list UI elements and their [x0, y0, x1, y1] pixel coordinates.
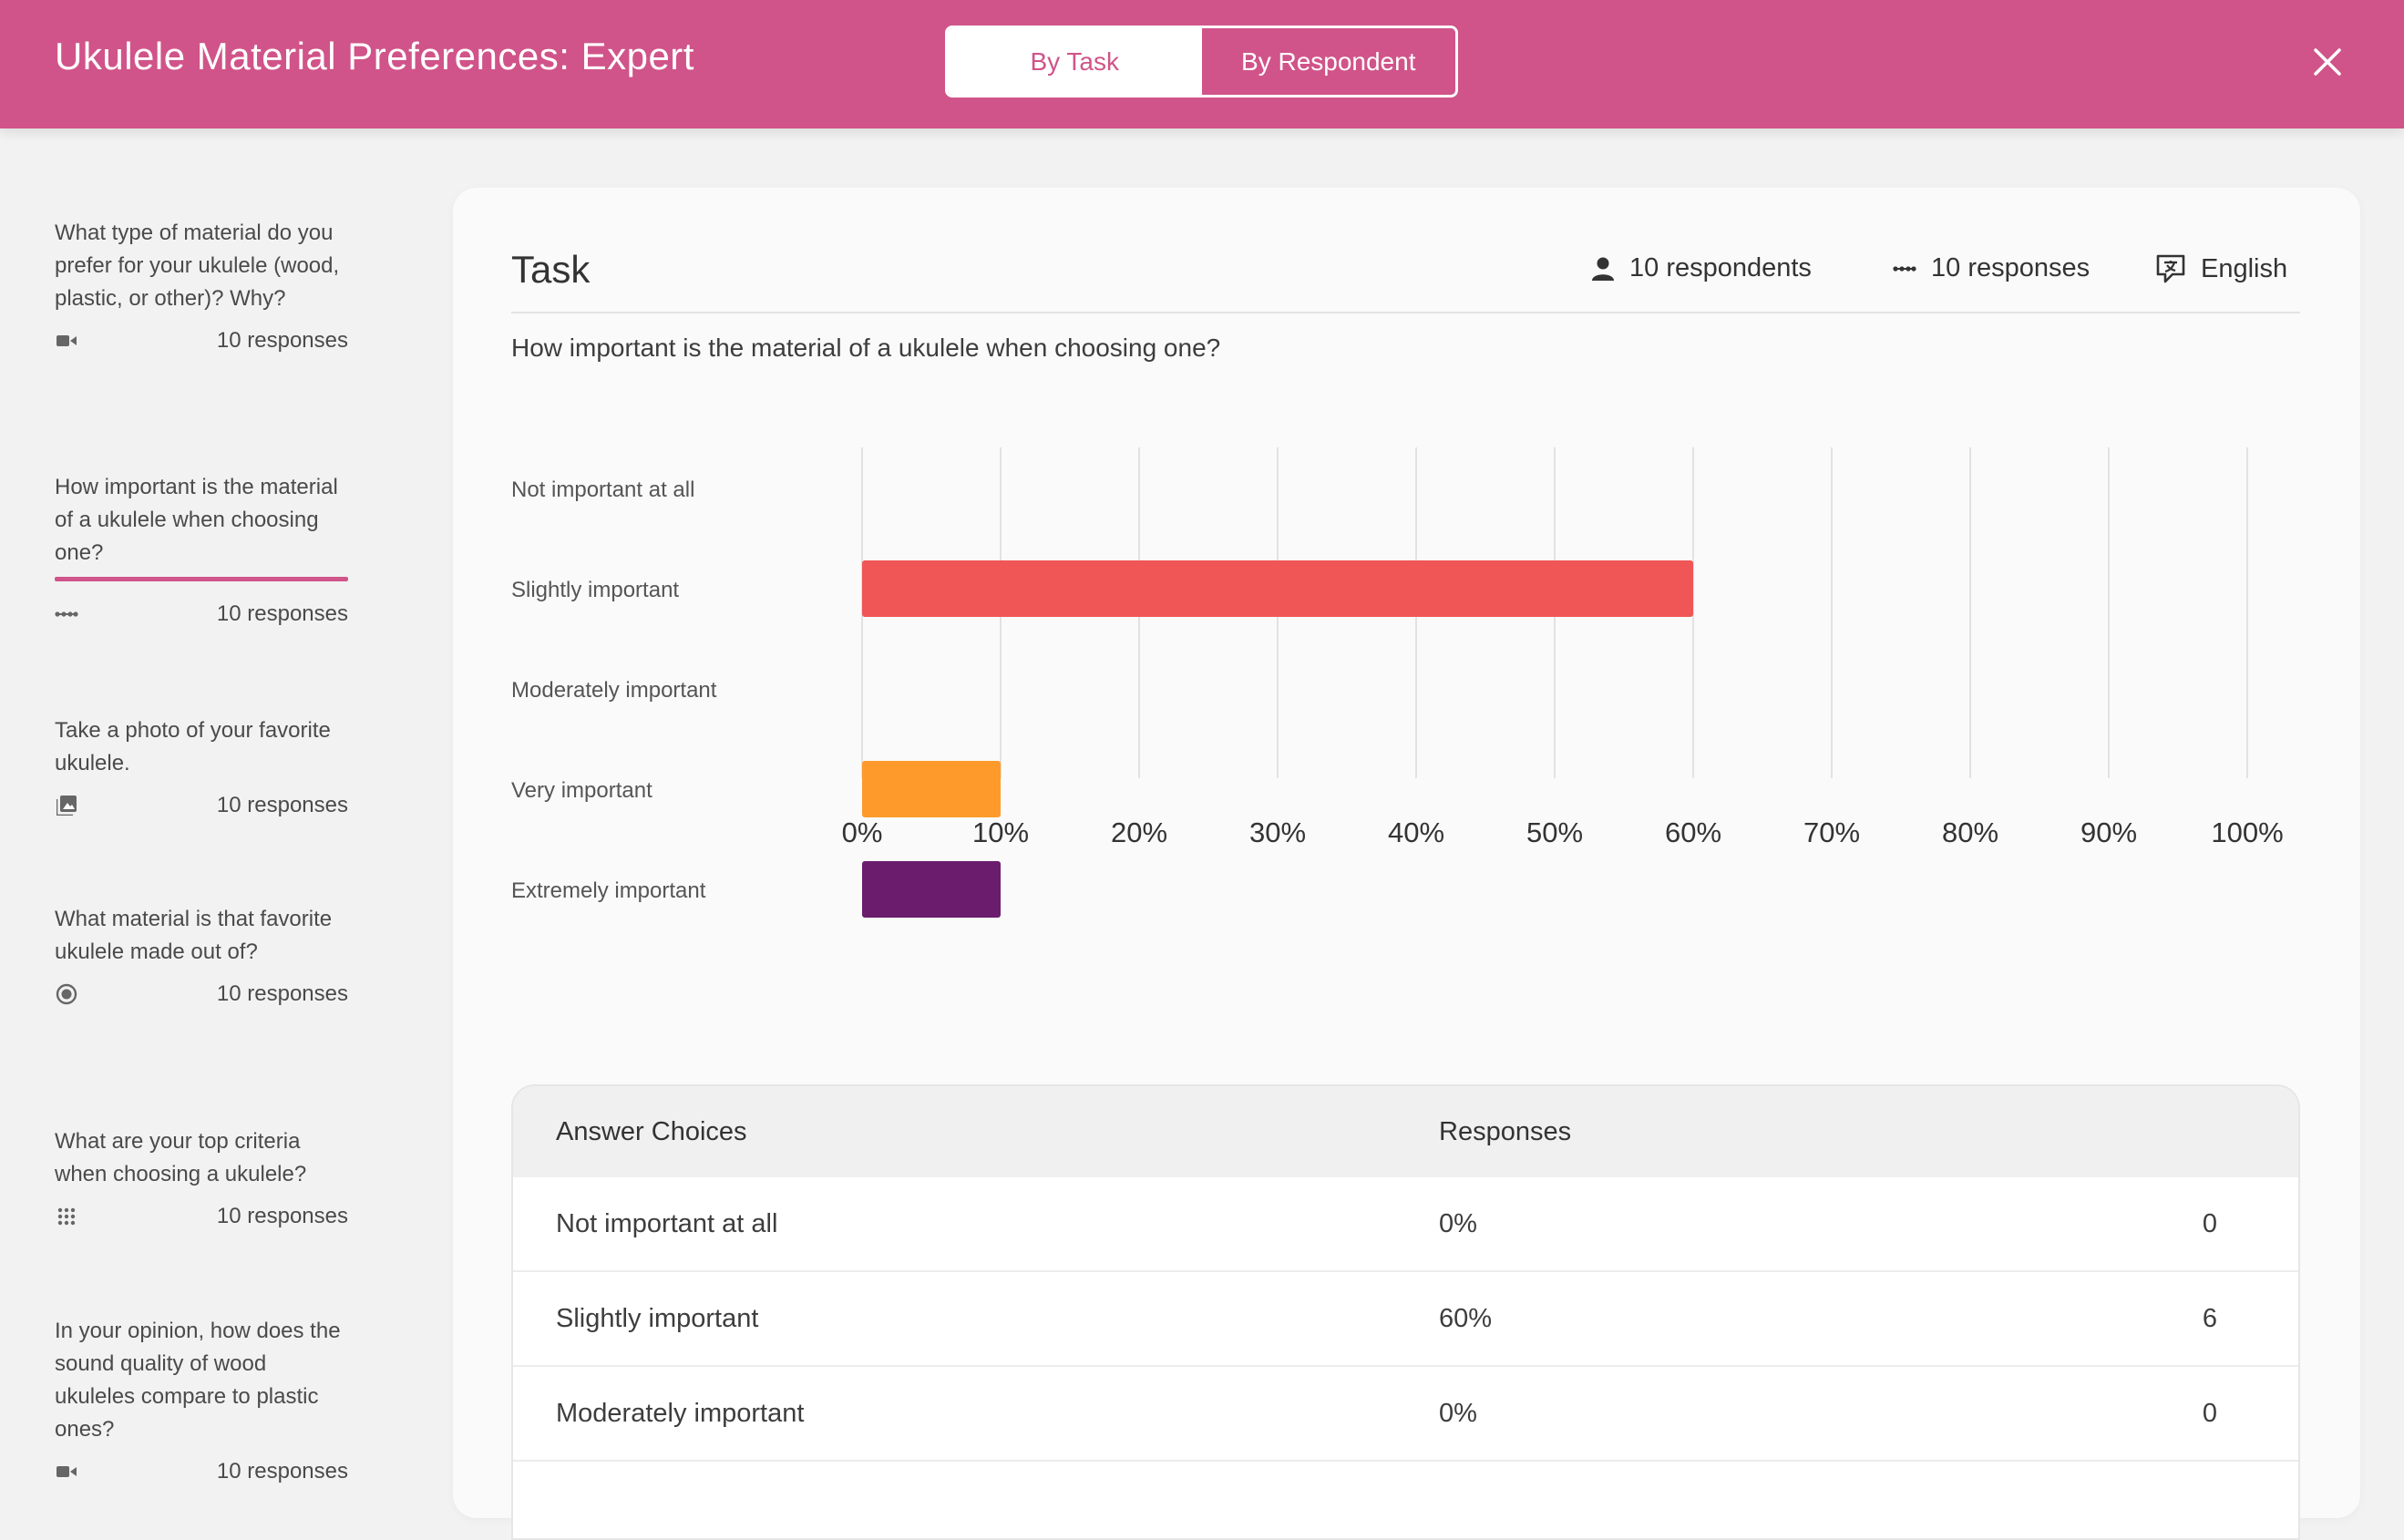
task-response-count: 10 responses [216, 328, 348, 353]
view-toggle: By Task By Respondent [945, 26, 1458, 98]
radio-icon [55, 982, 78, 1006]
category-label: Not important at all [511, 477, 694, 502]
table-row: Not important at all 0% 0 [513, 1177, 2298, 1272]
page-title: Ukulele Material Preferences: Expert [55, 35, 694, 77]
task-response-count: 10 responses [216, 1459, 348, 1484]
task-card: Task 10 respondents 10 responses English… [453, 188, 2360, 1540]
task-response-count: 10 responses [216, 1204, 348, 1228]
x-tick-label: 40% [1388, 816, 1444, 848]
x-tick-label: 30% [1249, 816, 1306, 848]
language-label: English [2201, 253, 2288, 283]
respondents-stat: 10 respondents [1591, 253, 1812, 283]
bar-slightly-important[interactable] [862, 560, 1693, 617]
sidebar-task-item-selected[interactable]: How important is the material of a ukule… [55, 471, 348, 627]
x-tick-label: 20% [1111, 816, 1167, 848]
category-label: Extremely important [511, 878, 706, 903]
task-response-count: 10 responses [216, 601, 348, 626]
header-responses: Responses [1439, 1116, 1572, 1146]
chart-svg: 0% 10% 20% 30% 40% 50% 60% 70% 80% 90% 100% Not imp… [511, 447, 2284, 918]
answer-choice: Moderately important [556, 1398, 805, 1428]
selected-indicator [55, 577, 348, 581]
language-selector[interactable]: English [2155, 253, 2287, 284]
respondents-count: 10 respondents [1629, 253, 1812, 282]
x-tick-label: 10% [972, 816, 1029, 848]
answer-choice: Not important at all [556, 1208, 778, 1238]
sidebar-task-item[interactable]: Take a photo of your favorite ukulele. 1… [55, 714, 348, 818]
scale-dots-icon [1893, 265, 1916, 272]
answer-percent: 0% [1439, 1398, 1477, 1428]
card-title: Task [511, 248, 591, 291]
close-icon [2314, 48, 2341, 76]
tab-by-respondent[interactable]: By Respondent [1201, 28, 1455, 95]
task-question-text: How important is the material of a ukule… [511, 334, 1221, 362]
category-label: Slightly important [511, 578, 679, 602]
task-response-count: 10 responses [216, 793, 348, 817]
responses-count: 10 responses [1931, 253, 2091, 282]
card-header: Task 10 respondents 10 responses English [511, 242, 2300, 313]
header-answer-choices: Answer Choices [556, 1116, 747, 1146]
task-question: In your opinion, how does the sound qual… [55, 1319, 341, 1442]
video-icon [55, 329, 78, 353]
answer-count: 0 [2202, 1398, 2217, 1428]
task-question: Take a photo of your favorite ukulele. [55, 718, 331, 775]
response-bar-chart: 0% 10% 20% 30% 40% 50% 60% 70% 80% 90% 100% Not imp… [511, 447, 2300, 918]
scale-dots-icon [55, 602, 78, 626]
grid-dots-icon [55, 1205, 78, 1228]
sidebar-task-item[interactable]: What material is that favorite ukulele m… [55, 903, 348, 1007]
x-tick-label: 0% [842, 816, 883, 848]
category-label: Moderately important [511, 678, 717, 703]
x-tick-label: 70% [1803, 816, 1860, 848]
task-sidebar: What type of material do you prefer for … [0, 128, 419, 1484]
task-question: What are your top criteria when choosing… [55, 1129, 307, 1186]
tab-by-task[interactable]: By Task [948, 28, 1202, 95]
x-tick-label: 60% [1665, 816, 1721, 848]
task-question: How important is the material of a ukule… [55, 475, 338, 565]
x-tick-label: 90% [2080, 816, 2137, 848]
x-tick-label: 80% [1942, 816, 1998, 848]
answer-count: 0 [2202, 1208, 2217, 1238]
task-question: What material is that favorite ukulele m… [55, 907, 333, 964]
category-label: Very important [511, 778, 652, 803]
photo-icon [55, 794, 78, 817]
person-icon [1592, 257, 1614, 281]
table-header: Answer Choices Responses [513, 1086, 2298, 1177]
answer-percent: 0% [1439, 1208, 1477, 1238]
x-tick-label: 50% [1526, 816, 1583, 848]
task-question: What type of material do you prefer for … [55, 221, 340, 311]
answer-choice: Slightly important [556, 1303, 759, 1333]
bar-extremely-important[interactable] [862, 861, 1001, 918]
sidebar-task-item[interactable]: What type of material do you prefer for … [55, 217, 348, 354]
x-tick-label: 100% [2211, 816, 2283, 848]
close-button[interactable] [2309, 44, 2346, 80]
video-icon [55, 1460, 78, 1484]
answer-table: Answer Choices Responses Not important a… [511, 1084, 2300, 1540]
top-bar: Ukulele Material Preferences: Expert By … [0, 0, 2404, 128]
sidebar-task-item[interactable]: In your opinion, how does the sound qual… [55, 1315, 348, 1484]
sidebar-task-item[interactable]: What are your top criteria when choosing… [55, 1125, 348, 1229]
table-row: Slightly important 60% 6 [513, 1272, 2298, 1367]
bar-very-important[interactable] [862, 761, 1001, 817]
answer-count: 6 [2202, 1303, 2217, 1333]
translate-icon [2156, 254, 2185, 283]
answer-percent: 60% [1439, 1303, 1493, 1333]
responses-stat: 10 responses [1893, 253, 2090, 283]
table-row: Moderately important 0% 0 [513, 1367, 2298, 1462]
task-response-count: 10 responses [216, 981, 348, 1006]
